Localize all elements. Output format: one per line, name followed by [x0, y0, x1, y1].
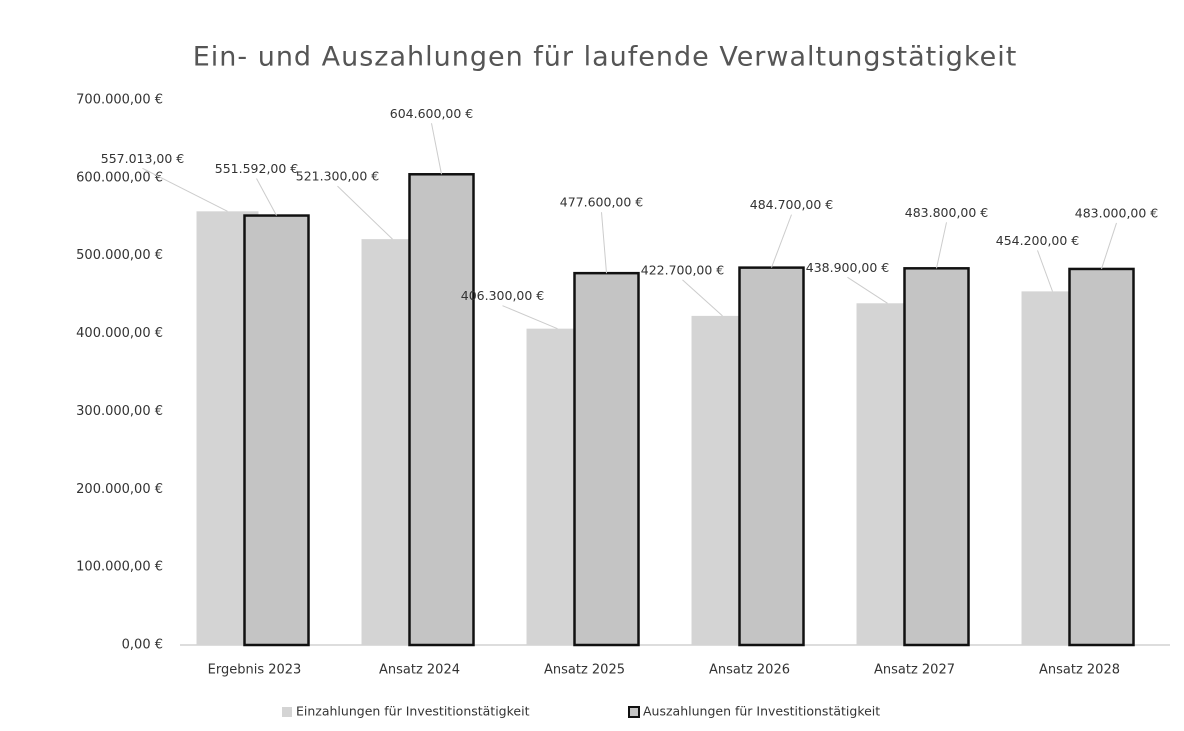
x-tick-label: Ansatz 2024 — [379, 663, 460, 678]
leader-line — [431, 123, 442, 175]
x-tick-label: Ansatz 2026 — [709, 663, 790, 678]
leader-line — [142, 167, 228, 212]
legend-label: Einzahlungen für Investitionstätigkeit — [296, 704, 530, 719]
y-tick-label: 500.000,00 € — [76, 248, 163, 263]
x-tick-label: Ergebnis 2023 — [208, 663, 302, 678]
y-tick-label: 300.000,00 € — [76, 404, 163, 419]
data-label: 477.600,00 € — [560, 195, 644, 210]
bar — [573, 271, 640, 647]
data-label: 483.800,00 € — [905, 205, 989, 220]
y-tick-label: 0,00 € — [122, 638, 163, 653]
leader-line — [502, 305, 558, 330]
data-label: 604.600,00 € — [390, 106, 474, 121]
y-tick-label: 400.000,00 € — [76, 326, 163, 341]
legend-swatch — [282, 707, 292, 717]
leader-line — [256, 178, 277, 216]
leader-line — [771, 214, 792, 268]
data-label: 454.200,00 € — [996, 233, 1080, 248]
x-tick-label: Ansatz 2025 — [544, 663, 625, 678]
bar — [903, 267, 970, 647]
bar — [408, 173, 475, 647]
data-label: 484.700,00 € — [750, 197, 834, 212]
bar — [738, 266, 805, 647]
bar — [243, 214, 310, 647]
leader-line — [337, 185, 393, 240]
data-label: 551.592,00 € — [215, 161, 299, 176]
leader-line — [847, 276, 888, 304]
leader-line — [682, 279, 723, 317]
x-tick-label: Ansatz 2027 — [874, 663, 955, 678]
y-tick-label: 600.000,00 € — [76, 170, 163, 185]
leader-line — [1101, 222, 1117, 270]
leader-line — [936, 222, 947, 269]
leader-line — [1037, 250, 1053, 292]
data-label: 438.900,00 € — [806, 260, 890, 275]
y-tick-label: 700.000,00 € — [76, 93, 163, 108]
y-tick-label: 200.000,00 € — [76, 482, 163, 497]
legend-label: Auszahlungen für Investitionstätigkeit — [643, 704, 880, 719]
legend-swatch — [628, 706, 640, 718]
chart-title: Ein- und Auszahlungen für laufende Verwa… — [193, 42, 1018, 73]
data-label: 483.000,00 € — [1075, 205, 1159, 220]
y-tick-label: 100.000,00 € — [76, 560, 163, 575]
bar — [1068, 267, 1135, 647]
data-label: 422.700,00 € — [641, 262, 725, 277]
x-tick-label: Ansatz 2028 — [1039, 663, 1120, 678]
data-label: 557.013,00 € — [101, 151, 185, 166]
data-label: 406.300,00 € — [461, 288, 545, 303]
data-label: 521.300,00 € — [296, 169, 380, 184]
leader-line — [601, 212, 607, 274]
